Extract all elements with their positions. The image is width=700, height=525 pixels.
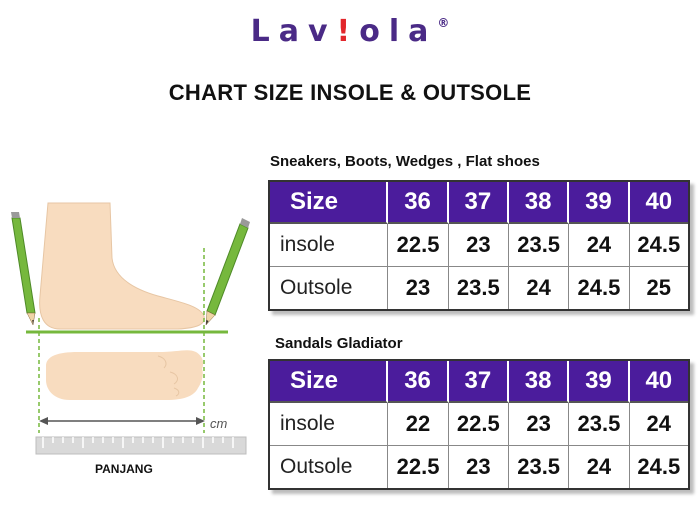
value-cell: 22.5 [388, 224, 449, 267]
size-cell: 40 [629, 361, 688, 403]
table-row: Outsole 23 23.5 24 24.5 25 [270, 267, 688, 309]
value-cell: 24 [509, 267, 570, 309]
value-cell: 22.5 [448, 403, 509, 446]
table-header-row: Size 36 37 38 39 40 [270, 361, 688, 403]
value-cell: 24 [569, 224, 630, 267]
value-cell: 23 [388, 267, 449, 309]
foot-side-view [39, 202, 205, 330]
size-cell: 39 [569, 182, 630, 224]
table-heading-sneakers: Sneakers, Boots, Wedges , Flat shoes [270, 153, 540, 170]
measure-caption: PANJANG [95, 462, 153, 476]
size-cell: 38 [508, 182, 570, 224]
value-cell: 23.5 [449, 267, 509, 309]
table-row: Outsole 22.5 23 23.5 24 24.5 [270, 446, 688, 488]
size-cell: 37 [448, 361, 509, 403]
pencil-right-icon [205, 218, 250, 326]
foot-top-view [46, 350, 204, 400]
size-cell: 38 [508, 361, 570, 403]
size-table-sneakers: Size 36 37 38 39 40 insole 22.5 23 23.5 … [268, 180, 690, 311]
brand-logo: Lav!ola® [0, 14, 700, 49]
row-label-insole: insole [270, 403, 389, 446]
pencil-left-icon [11, 212, 36, 326]
row-label-insole: insole [270, 224, 389, 267]
table-row: insole 22.5 23 23.5 24 24.5 [270, 224, 688, 267]
value-cell: 25 [646, 275, 672, 300]
value-cell: 24.5 [569, 267, 630, 309]
size-cell: 36 [388, 182, 449, 224]
page-title: CHART SIZE INSOLE & OUTSOLE [168, 80, 532, 105]
logo-text-tail: ola [359, 14, 438, 49]
value-cell: 23 [448, 224, 509, 267]
size-header-label: Size [270, 361, 389, 403]
size-table-sandals: Size 36 37 38 39 40 insole 22 22.5 23 23… [268, 359, 690, 490]
value-cell: 22 [388, 403, 449, 446]
size-cell: 40 [629, 182, 688, 224]
ruler [35, 436, 247, 455]
value-cell: 24.5 [629, 224, 688, 267]
value-cell: 23.5 [569, 403, 630, 446]
table-row: insole 22 22.5 23 23.5 24 [270, 403, 688, 446]
value-cell: 23 [508, 403, 570, 446]
table-heading-sandals: Sandals Gladiator [275, 335, 403, 352]
size-cell: 36 [388, 361, 449, 403]
row-label-outsole: Outsole [270, 446, 389, 488]
value-cell: 23 [449, 446, 509, 488]
value-cell: 23.5 [509, 446, 570, 488]
logo-text-accent: ! [336, 14, 360, 49]
size-header-label: Size [270, 182, 389, 224]
size-cell: 37 [448, 182, 509, 224]
registered-mark: ® [437, 16, 450, 30]
row-label-outsole: Outsole [270, 267, 389, 309]
unit-label: cm [210, 416, 228, 431]
value-cell: 23.5 [508, 224, 570, 267]
value-cell: 22.5 [388, 446, 449, 488]
logo-text-main: Lav [250, 14, 337, 49]
table-header-row: Size 36 37 38 39 40 [270, 182, 688, 224]
size-cell: 39 [569, 361, 630, 403]
value-cell: 24.5 [637, 454, 681, 479]
value-cell: 24 [629, 403, 688, 446]
value-cell: 24 [569, 446, 630, 488]
foot-measure-illustration: cm [11, 202, 250, 455]
